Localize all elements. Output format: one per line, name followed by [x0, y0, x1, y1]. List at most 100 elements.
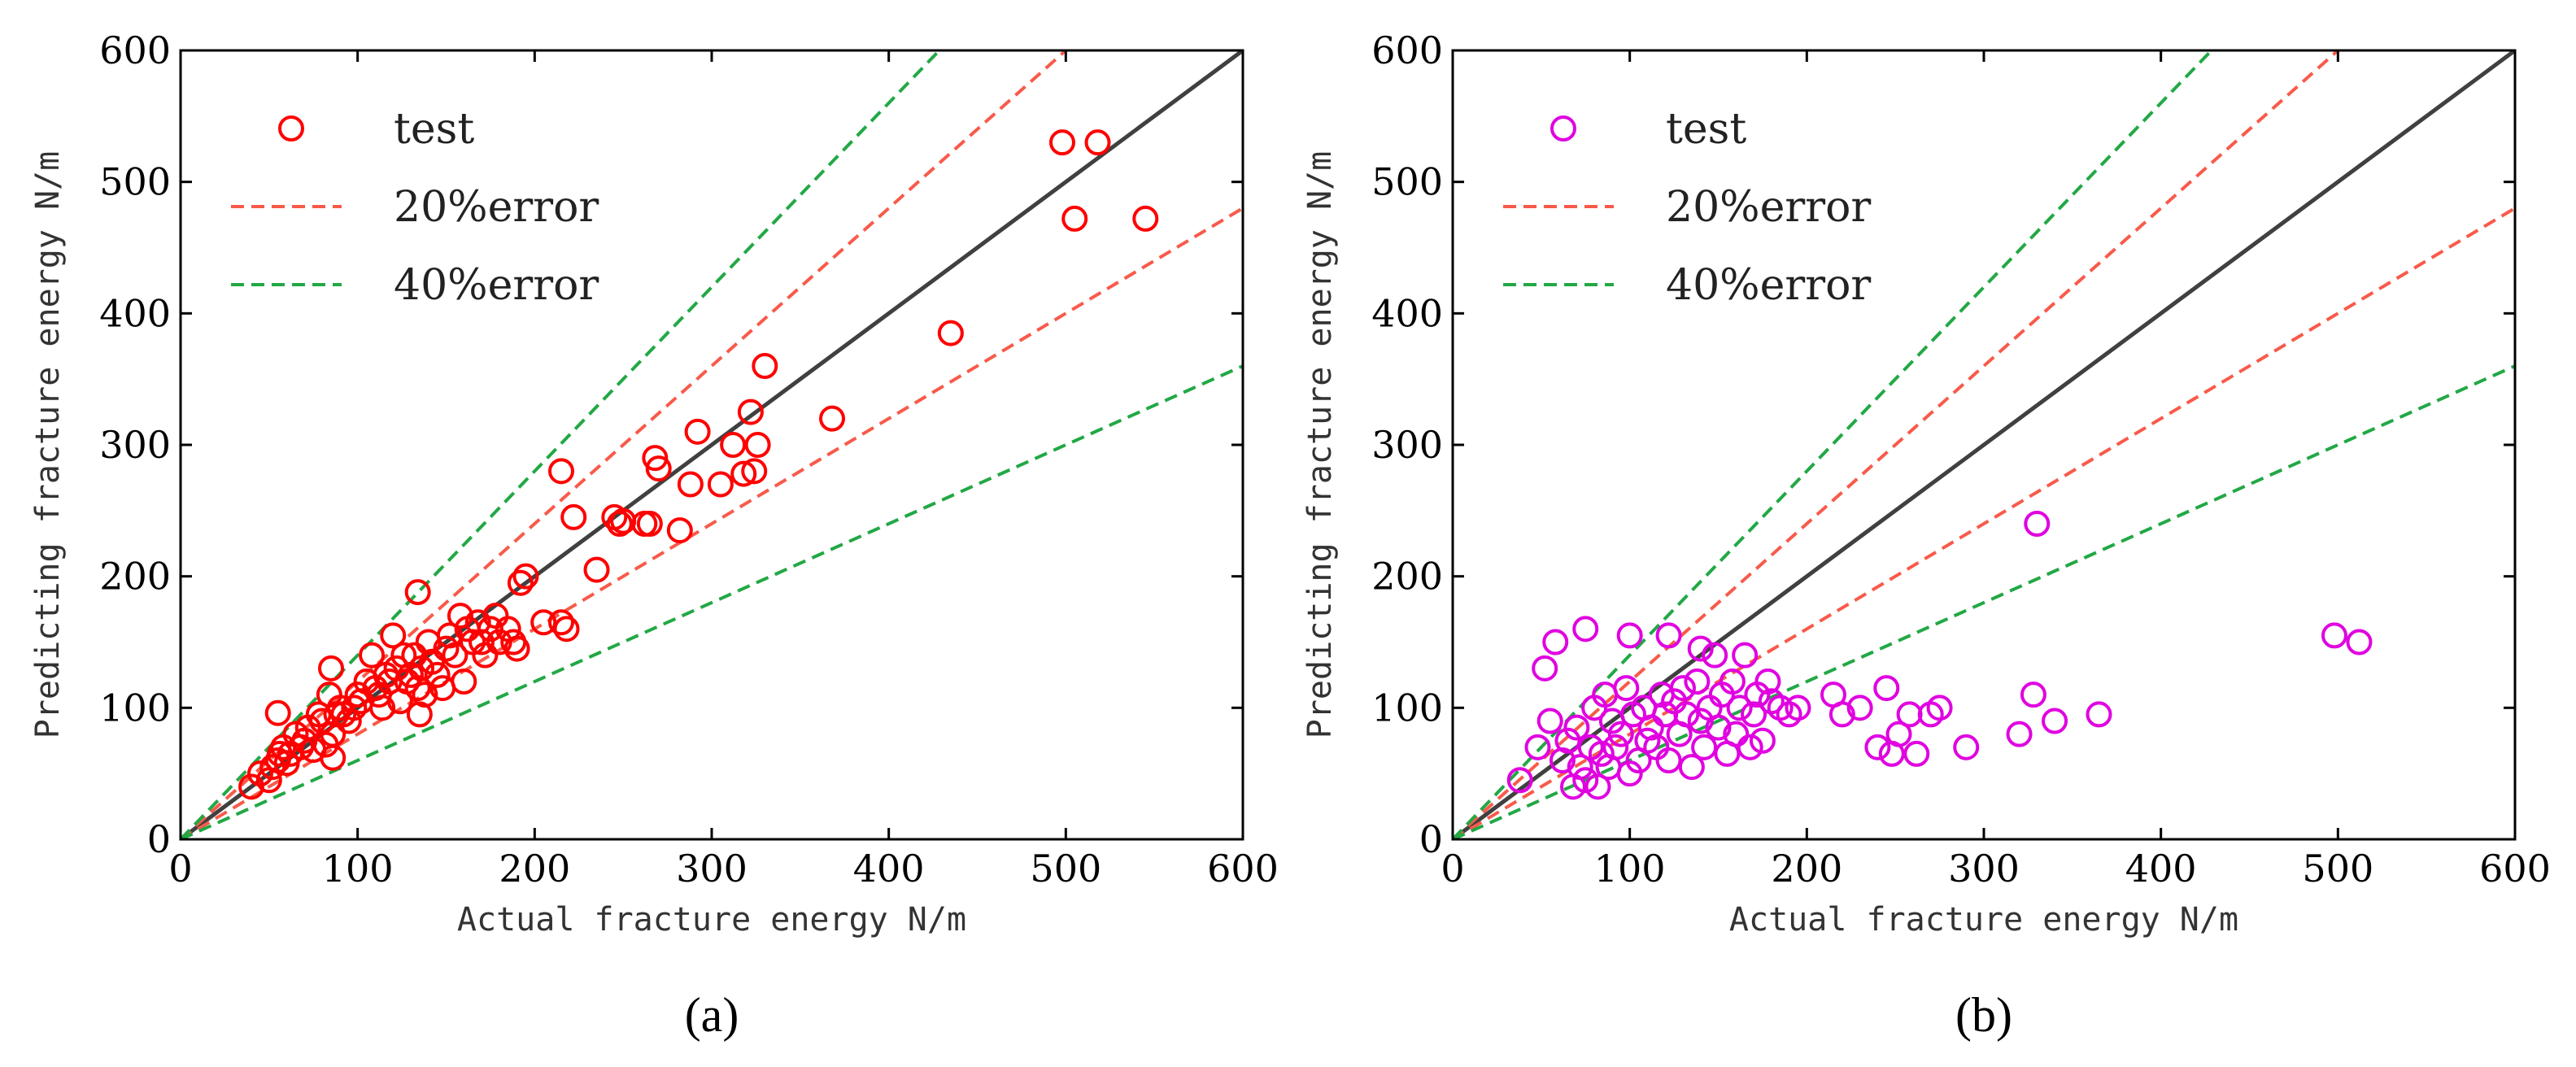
y-axis-label: Predicting fracture energy N/m: [1301, 151, 1339, 738]
legend-marker-icon: [278, 115, 304, 142]
data-point: [1506, 767, 1533, 794]
data-point: [1655, 747, 1682, 773]
data-point: [1885, 721, 1912, 747]
legend-label: 20%error: [394, 183, 599, 232]
data-point: [1846, 695, 1873, 721]
x-tick-label: 0: [1441, 847, 1464, 891]
reference-lines: [181, 50, 1243, 839]
data-point: [1655, 622, 1682, 649]
x-tick-label: 600: [2479, 847, 2551, 891]
x-tick-label: 100: [1594, 847, 1666, 891]
legend-label: 40%error: [1666, 261, 1871, 310]
data-point: [264, 699, 291, 726]
data-point: [1588, 740, 1615, 767]
data-point: [1048, 129, 1075, 156]
data-point: [1602, 734, 1629, 760]
data-point: [1828, 701, 1855, 728]
data-point: [606, 511, 633, 537]
data-point: [1726, 695, 1753, 721]
data-point: [1584, 773, 1611, 800]
x-tick-label: 0: [168, 847, 192, 891]
data-point: [1953, 734, 1980, 760]
y-tick-label: 200: [1371, 555, 1443, 599]
data-point: [631, 511, 658, 537]
legend-marker-icon: [1550, 115, 1576, 142]
data-point: [677, 471, 704, 498]
data-point: [547, 458, 574, 485]
data-point: [464, 609, 491, 636]
data-point: [1673, 701, 1700, 728]
data-point: [1669, 675, 1696, 702]
data-point: [1754, 669, 1781, 695]
data-points: [1506, 511, 2373, 800]
data-point: [636, 511, 663, 537]
data-point: [2020, 682, 2046, 708]
reference-line-p20p: [181, 207, 1243, 839]
data-point: [1723, 721, 1750, 747]
x-tick-label: 600: [1207, 847, 1279, 891]
data-point: [1684, 669, 1711, 695]
data-point: [530, 609, 557, 636]
y-tick-label: 200: [99, 555, 171, 599]
reference-line-p40p: [181, 364, 1243, 839]
data-point: [560, 503, 587, 530]
x-tick-label: 400: [853, 847, 925, 891]
data-point: [469, 629, 495, 655]
y-tick-label: 0: [1419, 817, 1443, 861]
data-point: [1864, 734, 1891, 760]
data-point: [741, 458, 768, 485]
data-point: [359, 642, 386, 669]
data-point: [424, 661, 451, 688]
data-point: [1705, 714, 1732, 741]
y-tick-label: 400: [99, 291, 171, 335]
data-point: [2086, 701, 2112, 728]
reference-line-p40p: [181, 50, 941, 839]
data-point: [1567, 754, 1593, 781]
data-point: [1616, 622, 1643, 649]
y-axis-label: Predicting fracture energy N/m: [29, 151, 67, 738]
data-point: [1563, 714, 1590, 741]
data-point: [1572, 767, 1599, 794]
data-point: [447, 603, 473, 629]
panel-b: 0 100 200 300 400 500 600 0 100 200 300 400 500 600 Ac…: [1301, 28, 2551, 1042]
legend-label: 40%error: [394, 261, 599, 310]
data-point: [369, 695, 396, 721]
data-point: [819, 405, 846, 432]
data-point: [412, 682, 438, 708]
data-point: [730, 460, 757, 487]
data-point: [507, 569, 534, 596]
data-point: [737, 398, 764, 425]
data-point: [1926, 695, 1953, 721]
data-point: [318, 655, 345, 682]
data-point: [1532, 655, 1558, 682]
data-point: [1785, 695, 1811, 721]
data-point: [341, 695, 368, 721]
y-tick-label: 100: [1371, 686, 1443, 729]
data-point: [1616, 760, 1643, 787]
data-point: [1061, 205, 1088, 232]
legend-label: test: [1666, 105, 1746, 154]
legend: test 20%error 40%error: [1503, 105, 1871, 310]
x-tick-label: 500: [1030, 847, 1101, 891]
data-point: [752, 353, 778, 379]
x-tick-label: 200: [499, 847, 570, 891]
x-tick-label: 300: [676, 847, 748, 891]
data-point: [486, 629, 512, 655]
data-point: [1687, 635, 1714, 662]
data-point: [503, 635, 530, 662]
data-point: [404, 675, 431, 702]
data-point: [1572, 616, 1599, 642]
data-point: [1737, 734, 1763, 760]
y-tick-label: 600: [1371, 28, 1443, 72]
data-point: [645, 455, 672, 482]
y-tick-label: 300: [99, 423, 171, 467]
data-point: [1554, 727, 1581, 754]
x-tick-label: 100: [322, 847, 394, 891]
data-points: [238, 129, 1159, 800]
data-point: [472, 642, 499, 669]
data-point: [720, 432, 747, 458]
data-point: [335, 708, 362, 734]
y-tick-label: 600: [99, 28, 171, 72]
data-point: [937, 320, 964, 346]
